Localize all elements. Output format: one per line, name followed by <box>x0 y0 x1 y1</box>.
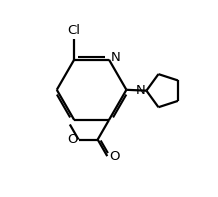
Text: N: N <box>135 84 145 97</box>
Text: O: O <box>109 151 119 164</box>
Text: N: N <box>111 51 121 64</box>
Text: O: O <box>67 133 78 146</box>
Text: Cl: Cl <box>68 24 81 37</box>
